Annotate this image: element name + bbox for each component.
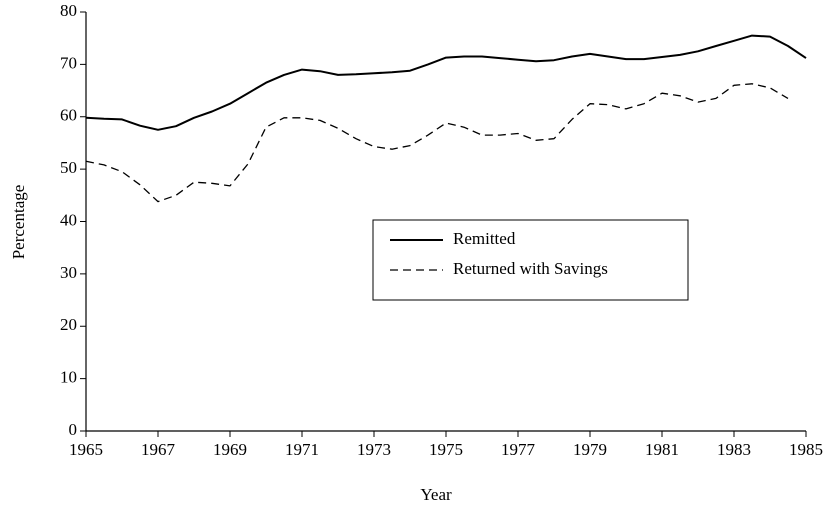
line-series: [85, 34, 807, 131]
y-tick-label: 0: [69, 420, 78, 439]
x-tick-label: 1965: [69, 440, 103, 459]
x-tick-label: 1973: [357, 440, 391, 459]
y-tick-label: 10: [60, 368, 77, 387]
y-tick-label: 60: [60, 106, 77, 125]
y-tick-label: 40: [60, 210, 77, 229]
y-tick-label: 70: [60, 53, 77, 72]
x-tick-label: 1979: [573, 440, 607, 459]
y-tick-label: 50: [60, 158, 77, 177]
legend-label: Returned with Savings: [453, 259, 608, 278]
x-tick-label: 1975: [429, 440, 463, 459]
legend-box: [372, 219, 689, 301]
x-tick-label: 1969: [213, 440, 247, 459]
x-tick-label: 1967: [141, 440, 176, 459]
x-tick-label: 1971: [285, 440, 319, 459]
y-tick-label: 80: [60, 1, 77, 20]
legend-label: Remitted: [453, 229, 516, 248]
line-series: [85, 83, 789, 203]
x-tick-label: 1983: [717, 440, 751, 459]
y-axis-label: Percentage: [9, 185, 28, 260]
y-tick-label: 30: [60, 263, 77, 282]
x-tick-label: 1985: [789, 440, 823, 459]
x-tick-label: 1981: [645, 440, 679, 459]
y-tick-label: 20: [60, 315, 77, 334]
x-tick-label: 1977: [501, 440, 536, 459]
x-axis-label: Year: [420, 485, 452, 504]
